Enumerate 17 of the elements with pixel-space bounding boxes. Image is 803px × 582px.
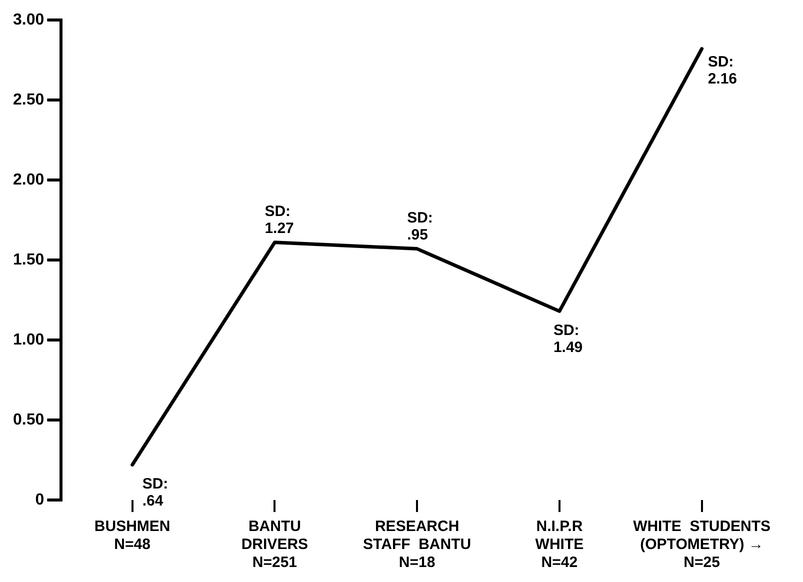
- annotation: SD: .95: [407, 209, 433, 244]
- annotation: SD: .64: [142, 475, 168, 510]
- y-tick-label: 2.50: [13, 91, 44, 108]
- x-tick-label: RESEARCH STAFF BANTU N=18: [363, 518, 472, 572]
- y-tick-label: 1.00: [13, 331, 44, 348]
- x-tick-label: N.I.P.R WHITE N=42: [535, 518, 584, 572]
- annotation: SD: 2.16: [708, 53, 738, 88]
- x-tick-label: BUSHMEN N=48: [94, 518, 170, 554]
- y-tick-label: 0.50: [13, 411, 44, 428]
- y-tick-label: 1.50: [13, 251, 44, 268]
- annotation: SD: 1.27: [264, 203, 294, 238]
- x-tick-label: WHITE STUDENTS (OPTOMETRY) → N=25: [633, 518, 771, 572]
- y-tick-label: 2.00: [13, 171, 44, 188]
- y-tick-label: 0: [35, 491, 44, 508]
- x-tick-label: BANTU DRIVERS N=251: [241, 518, 308, 572]
- annotation: SD: 1.49: [553, 322, 583, 356]
- y-tick-label: 3.00: [13, 11, 44, 28]
